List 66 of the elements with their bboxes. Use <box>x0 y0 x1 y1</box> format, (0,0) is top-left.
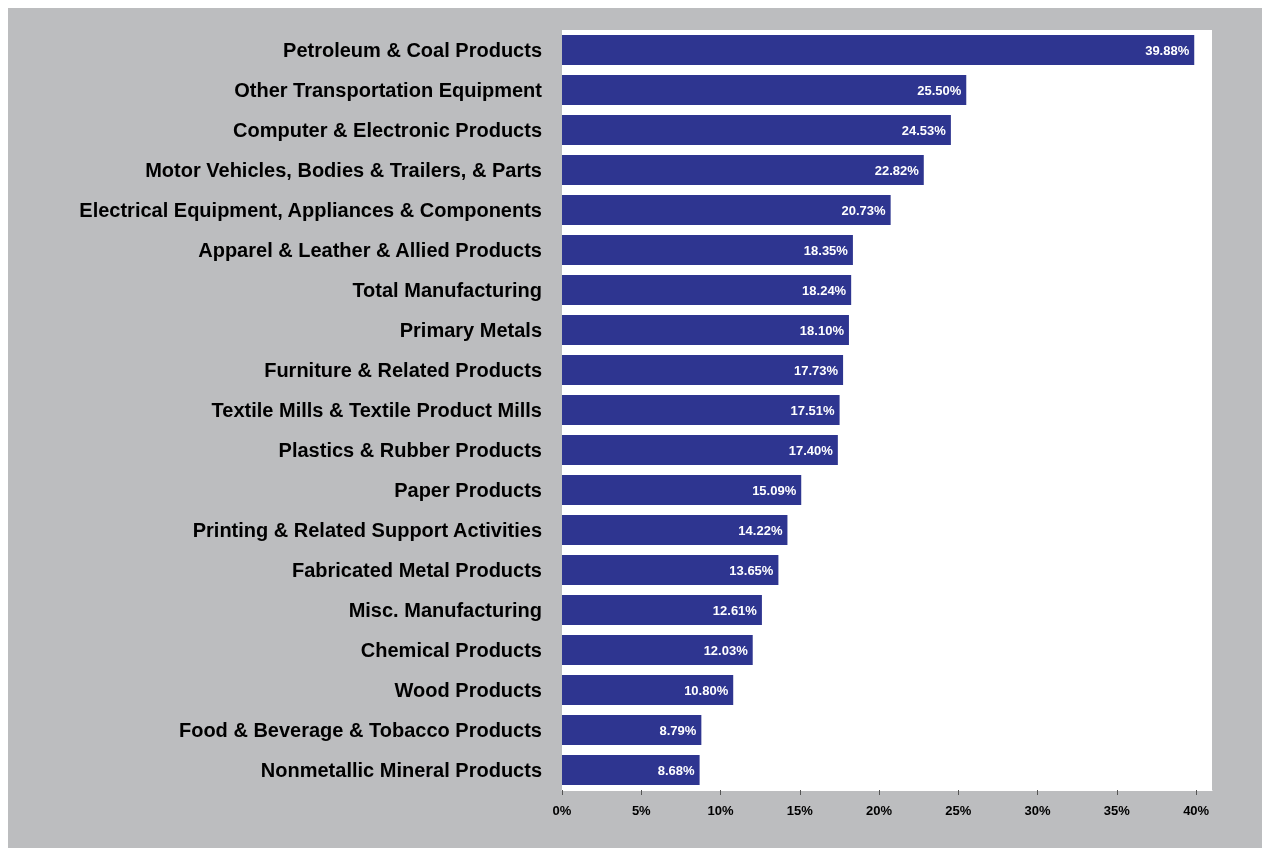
data-label: 12.03% <box>703 642 749 658</box>
data-label: 15.09% <box>752 482 797 498</box>
y-tick-label: Food & Beverage & Tobacco Products <box>178 719 542 741</box>
y-tick-label: Motor Vehicles, Bodies & Trailers, & Parts <box>145 159 542 181</box>
data-label: 18.35% <box>803 242 849 258</box>
y-tick-label: Fabricated Metal Products <box>291 559 542 581</box>
bar <box>562 675 734 705</box>
y-tick-label: Misc. Manufacturing <box>348 599 542 621</box>
bar <box>562 435 838 465</box>
y-tick-label: Primary Metals <box>399 319 542 341</box>
x-tick-label: 15% <box>786 803 814 818</box>
y-tick-label: Apparel & Leather & Allied Products <box>198 239 542 261</box>
y-tick-label: Wood Products <box>394 679 542 701</box>
y-tick-label: Furniture & Related Products <box>264 359 542 381</box>
x-tick-label: 25% <box>945 803 972 818</box>
data-label: 25.50% <box>917 82 962 98</box>
data-label: 20.73% <box>841 202 887 218</box>
bar <box>562 35 1195 65</box>
bar <box>562 515 788 545</box>
y-tick-label: Paper Products <box>394 479 542 501</box>
bar <box>562 755 700 785</box>
x-tick-label: 30% <box>1024 803 1052 818</box>
y-tick-label: Petroleum & Coal Products <box>283 39 542 61</box>
bar <box>562 195 891 225</box>
data-label: 22.82% <box>874 162 920 178</box>
data-label: 24.53% <box>901 122 947 138</box>
x-tick-label: 5% <box>631 803 652 818</box>
bar <box>562 395 840 425</box>
y-tick-label: Printing & Related Support Activities <box>192 519 542 541</box>
data-label: 10.80% <box>684 682 729 698</box>
y-tick-label: Other Transportation Equipment <box>234 79 543 101</box>
data-label: 18.24% <box>802 282 847 298</box>
y-tick-label: Nonmetallic Mineral Products <box>260 759 542 781</box>
bar <box>562 315 849 345</box>
data-label: 14.22% <box>738 522 783 538</box>
bar <box>562 715 702 745</box>
bar <box>562 595 762 625</box>
data-label: 39.88% <box>1145 42 1190 58</box>
data-label: 17.51% <box>790 402 836 418</box>
y-tick-label: Textile Mills & Textile Product Mills <box>211 399 542 421</box>
y-tick-label: Total Manufacturing <box>352 279 542 301</box>
y-tick-label: Chemical Products <box>360 639 542 661</box>
x-tick-label: 20% <box>866 803 893 818</box>
bar <box>562 555 779 585</box>
data-label: 12.61% <box>712 602 758 618</box>
x-tick-label: 40% <box>1183 803 1210 818</box>
bar <box>562 155 924 185</box>
data-label: 8.79% <box>659 722 697 738</box>
y-tick-label: Computer & Electronic Products <box>233 119 542 141</box>
data-label: 13.65% <box>729 562 774 578</box>
data-label: 18.10% <box>799 322 845 338</box>
y-tick-label: Electrical Equipment, Appliances & Components <box>79 199 542 221</box>
bar <box>562 75 967 105</box>
x-tick-label: 0% <box>552 803 572 818</box>
data-label: 17.40% <box>788 442 834 458</box>
bar <box>562 635 753 665</box>
data-label: 8.68% <box>657 762 696 778</box>
y-tick-label: Plastics & Rubber Products <box>278 439 542 461</box>
data-label: 17.73% <box>793 362 839 378</box>
x-tick-label: 35% <box>1103 803 1131 818</box>
bar <box>562 355 844 385</box>
bar <box>562 275 852 305</box>
bar <box>562 475 802 505</box>
bar <box>562 235 853 265</box>
bar <box>562 115 951 145</box>
x-tick-label: 10% <box>707 803 734 818</box>
